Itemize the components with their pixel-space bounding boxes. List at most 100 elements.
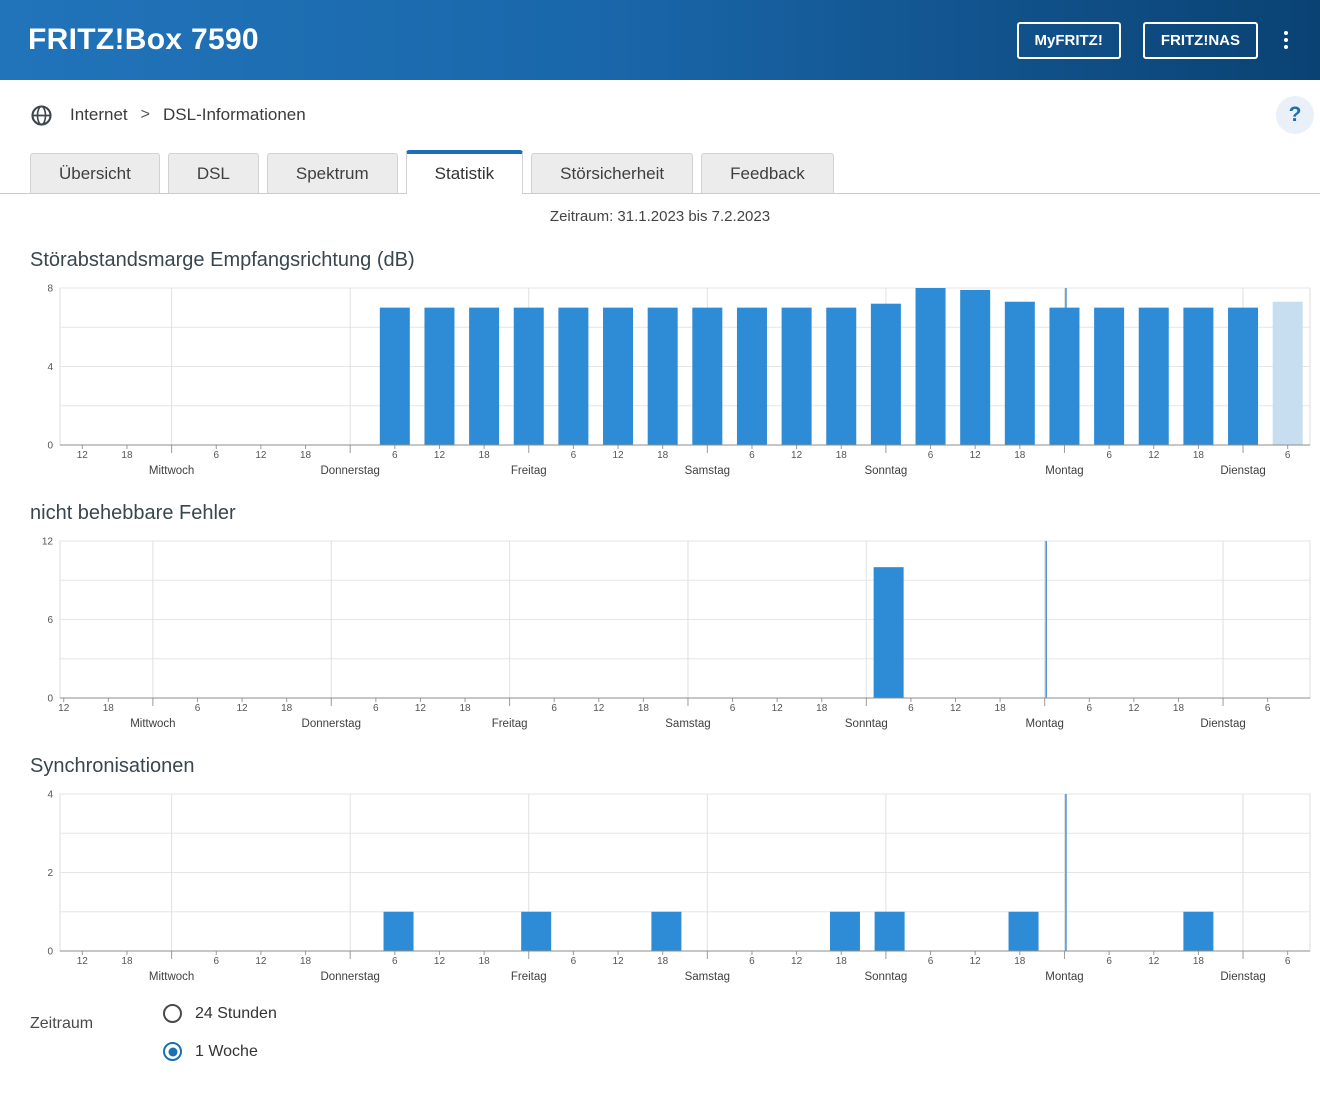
hour-tick-label: 18 bbox=[657, 450, 669, 461]
hour-tick-label: 18 bbox=[479, 956, 491, 967]
hour-tick-label: 18 bbox=[836, 956, 848, 967]
day-label: Mittwoch bbox=[130, 718, 175, 730]
chart-bar bbox=[874, 911, 905, 951]
breadcrumb: Internet > DSL-Informationen ? bbox=[0, 80, 1320, 150]
tab-ubersicht[interactable]: Übersicht bbox=[30, 153, 160, 193]
day-label: Freitag bbox=[511, 465, 547, 477]
chart-bar bbox=[1004, 301, 1035, 445]
hour-tick-label: 6 bbox=[571, 956, 577, 967]
fritznas-button[interactable]: FRITZ!NAS bbox=[1142, 21, 1258, 59]
chart-bar bbox=[1183, 911, 1214, 951]
y-tick-label: 2 bbox=[47, 868, 53, 879]
period-radio-group: 24 Stunden 1 Woche bbox=[163, 1004, 277, 1061]
hour-tick-label: 6 bbox=[1086, 703, 1092, 714]
chart-bar bbox=[379, 307, 410, 445]
chart-bar bbox=[829, 911, 860, 951]
uncorrectable-errors-chart: Mittwoch Donnerstag Freitag Samstag Sonntag M… bbox=[42, 537, 1311, 730]
hour-tick-label: 6 bbox=[749, 450, 755, 461]
chart-bar bbox=[1094, 307, 1125, 445]
hour-tick-label: 6 bbox=[730, 703, 736, 714]
help-icon[interactable]: ? bbox=[1276, 96, 1314, 134]
chart-synchronisations: Synchronisationen Mittwoch Donnerstag Frei… bbox=[0, 755, 1320, 990]
hour-tick-label: 6 bbox=[551, 703, 557, 714]
hour-tick-label: 12 bbox=[1148, 450, 1160, 461]
radio-label: 24 Stunden bbox=[195, 1004, 277, 1022]
y-tick-label: 0 bbox=[47, 441, 53, 452]
app-header: FRITZ!Box 7590 MyFRITZ! FRITZ!NAS bbox=[0, 0, 1320, 80]
tab-storsicherheit[interactable]: Störsicherheit bbox=[531, 153, 694, 193]
hour-tick-label: 6 bbox=[213, 450, 219, 461]
hour-tick-label: 12 bbox=[772, 703, 784, 714]
day-label: Sonntag bbox=[845, 718, 888, 730]
hour-tick-label: 18 bbox=[1014, 956, 1026, 967]
day-label: Donnerstag bbox=[302, 718, 361, 730]
radio-1-woche[interactable]: 1 Woche bbox=[163, 1042, 277, 1061]
hour-tick-label: 18 bbox=[1173, 703, 1185, 714]
day-label: Samstag bbox=[685, 465, 730, 477]
day-label: Freitag bbox=[492, 718, 528, 730]
tab-bar: Übersicht DSL Spektrum Statistik Störsicherh… bbox=[0, 150, 1320, 194]
internet-globe-icon bbox=[30, 104, 53, 127]
chart-bar bbox=[521, 911, 552, 951]
radio-24-stunden[interactable]: 24 Stunden bbox=[163, 1004, 277, 1023]
radio-selected-icon[interactable] bbox=[163, 1042, 182, 1061]
tab-dsl[interactable]: DSL bbox=[167, 153, 259, 193]
period-selector: Zeitraum 24 Stunden 1 Woche bbox=[30, 1004, 1320, 1061]
chart-title: Synchronisationen bbox=[30, 755, 195, 777]
chart-bar bbox=[873, 567, 904, 698]
hour-tick-label: 18 bbox=[1193, 956, 1205, 967]
day-label: Dienstag bbox=[1220, 971, 1265, 983]
chart-bar bbox=[383, 911, 414, 951]
hour-tick-label: 12 bbox=[593, 703, 605, 714]
hour-tick-label: 6 bbox=[1285, 956, 1291, 967]
chart-bar bbox=[915, 288, 946, 445]
breadcrumb-internet[interactable]: Internet bbox=[70, 105, 128, 124]
chart-bar bbox=[781, 307, 812, 445]
chart-title: Störabstandsmarge Empfangsrichtung (dB) bbox=[30, 249, 415, 271]
hour-tick-label: 18 bbox=[657, 956, 669, 967]
chart-uncorrectable-errors: nicht behebbare Fehler Mittwoch Donnersta… bbox=[0, 502, 1320, 737]
hour-tick-label: 12 bbox=[970, 450, 982, 461]
chart-bar bbox=[870, 303, 901, 445]
chart-bar bbox=[513, 307, 544, 445]
hour-tick-label: 12 bbox=[970, 956, 982, 967]
day-label: Montag bbox=[1045, 465, 1083, 477]
radio-unselected-icon[interactable] bbox=[163, 1004, 182, 1023]
hour-tick-label: 18 bbox=[121, 450, 133, 461]
hour-tick-label: 18 bbox=[1014, 450, 1026, 461]
period-selector-label: Zeitraum bbox=[30, 1015, 94, 1032]
chart-bar bbox=[603, 307, 634, 445]
y-tick-label: 12 bbox=[42, 537, 54, 548]
hour-tick-label: 12 bbox=[612, 450, 624, 461]
chart-bar bbox=[469, 307, 500, 445]
tab-spektrum[interactable]: Spektrum bbox=[266, 153, 398, 193]
hour-tick-label: 12 bbox=[950, 703, 962, 714]
hour-tick-label: 6 bbox=[373, 703, 379, 714]
chart-bar bbox=[651, 911, 682, 951]
hour-tick-label: 12 bbox=[434, 450, 446, 461]
hour-tick-label: 6 bbox=[1285, 450, 1291, 461]
hour-tick-label: 12 bbox=[58, 703, 70, 714]
day-label: Dienstag bbox=[1220, 465, 1265, 477]
hour-tick-label: 18 bbox=[995, 703, 1007, 714]
hour-tick-label: 6 bbox=[571, 450, 577, 461]
day-label: Donnerstag bbox=[320, 465, 379, 477]
chart-bar bbox=[826, 307, 857, 445]
myfritz-button[interactable]: MyFRITZ! bbox=[1016, 21, 1121, 59]
menu-dots-icon[interactable] bbox=[1280, 26, 1292, 54]
tab-feedback[interactable]: Feedback bbox=[701, 153, 834, 193]
tab-statistik[interactable]: Statistik bbox=[405, 150, 524, 194]
day-label: Freitag bbox=[511, 971, 547, 983]
hour-tick-label: 18 bbox=[281, 703, 293, 714]
day-label: Mittwoch bbox=[149, 971, 194, 983]
hour-tick-label: 12 bbox=[791, 450, 803, 461]
hour-tick-label: 12 bbox=[255, 956, 267, 967]
hour-tick-label: 18 bbox=[816, 703, 828, 714]
hour-tick-label: 12 bbox=[237, 703, 249, 714]
chart-bar bbox=[1183, 307, 1214, 445]
hour-tick-label: 6 bbox=[213, 956, 219, 967]
day-label: Samstag bbox=[665, 718, 710, 730]
y-tick-label: 0 bbox=[47, 947, 53, 958]
hour-tick-label: 12 bbox=[415, 703, 427, 714]
hour-tick-label: 18 bbox=[121, 956, 133, 967]
